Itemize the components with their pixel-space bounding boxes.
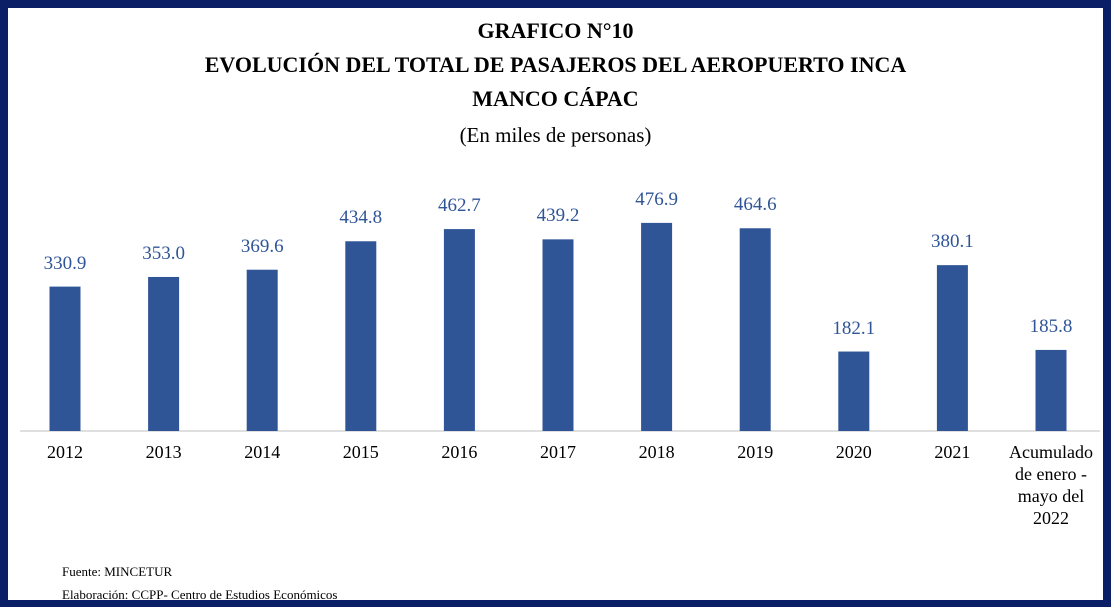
data-label: 353.0 [142,242,185,264]
data-label: 380.1 [931,231,974,253]
chart-area: GRAFICO N°10 EVOLUCIÓN DEL TOTAL DE PASAJ… [8,8,1103,602]
x-tick-label: 2020 [835,442,872,462]
bar [345,241,377,431]
data-label: 464.6 [733,194,777,216]
footnote: Elaboración: CCPP- Centro de Estudios Ec… [62,587,338,602]
data-label: 369.6 [240,235,284,257]
footnote: Fuente: MINCETUR [62,564,173,579]
x-tick-label: 2015 [342,442,379,462]
chart-subtitle: (En miles de personas) [459,123,652,147]
data-label: 434.8 [339,207,383,229]
x-tick-label: 2021 [934,442,971,462]
bar [936,265,968,431]
x-tick-label: 2012 [47,442,83,462]
data-label: 185.8 [1029,315,1073,337]
bar [641,222,673,431]
data-label: 439.2 [536,205,580,227]
x-tick-label: 2014 [244,442,281,462]
bar [49,286,81,431]
plot [20,222,1100,432]
bar [739,228,771,431]
bar [1035,349,1067,431]
bar [443,229,475,431]
x-tick-label: 2018 [638,442,675,462]
x-tick-label: 2019 [737,442,774,462]
bar [838,351,870,431]
chart-title: EVOLUCIÓN DEL TOTAL DE PASAJEROS DEL AER… [204,52,907,77]
bar [542,239,574,431]
data-label: 182.1 [832,317,876,339]
bar [148,276,180,431]
x-tick-label: Acumulado de enero - mayo del 2022 [1009,442,1093,528]
chart-title: MANCO CÁPAC [472,86,639,111]
x-tick-label: 2017 [540,442,576,462]
data-label: 462.7 [438,195,481,217]
x-tick-label: 2013 [145,442,182,462]
bar [246,269,278,431]
data-label: 330.9 [43,252,87,274]
chart-title: GRAFICO N°10 [477,18,634,43]
x-tick-label: 2016 [441,442,478,462]
data-label: 476.9 [635,188,678,210]
